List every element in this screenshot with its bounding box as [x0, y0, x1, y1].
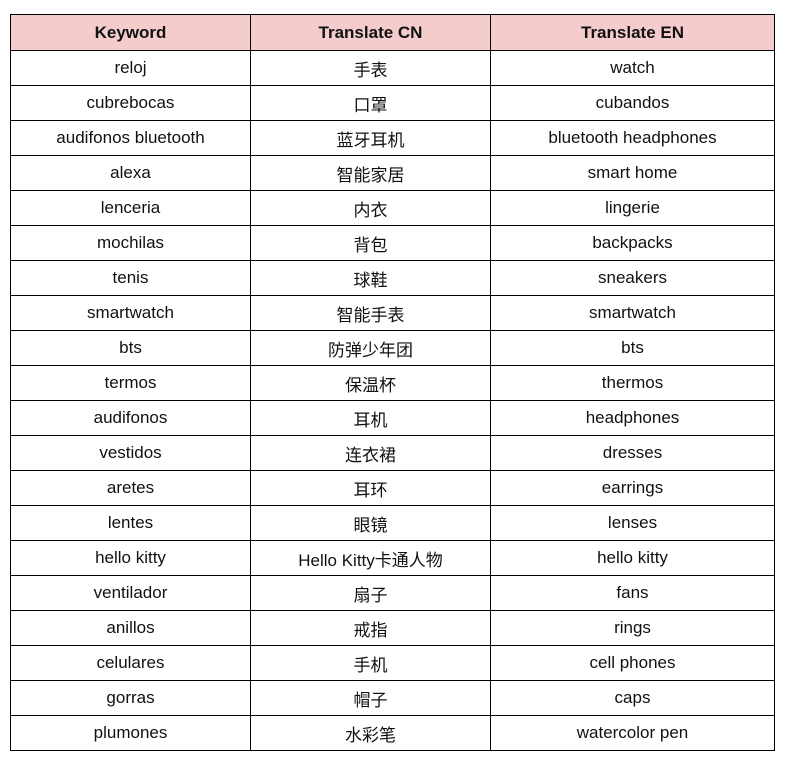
translate-en-cell: earrings — [490, 470, 775, 506]
keyword-cell: mochilas — [10, 225, 251, 261]
translate-cn-cell: 水彩笔 — [250, 715, 491, 751]
table-row: lenceria 内衣 lingerie — [10, 190, 775, 226]
keyword-translation-table: Keyword Translate CN Translate EN reloj 手… — [10, 14, 775, 751]
header-keyword: Keyword — [10, 14, 251, 51]
translate-en-cell: smartwatch — [490, 295, 775, 331]
keyword-cell: vestidos — [10, 435, 251, 471]
table-row: celulares 手机 cell phones — [10, 645, 775, 681]
translate-en-cell: backpacks — [490, 225, 775, 261]
table-row: hello kitty Hello Kitty卡通人物 hello kitty — [10, 540, 775, 576]
translate-cn-cell: 智能家居 — [250, 155, 491, 191]
table-row: aretes 耳环 earrings — [10, 470, 775, 506]
translate-en-cell: caps — [490, 680, 775, 716]
translate-cn-cell: 连衣裙 — [250, 435, 491, 471]
table-row: ventilador 扇子 fans — [10, 575, 775, 611]
table-row: mochilas 背包 backpacks — [10, 225, 775, 261]
keyword-cell: aretes — [10, 470, 251, 506]
keyword-cell: smartwatch — [10, 295, 251, 331]
translate-en-cell: lingerie — [490, 190, 775, 226]
table-row: audifonos 耳机 headphones — [10, 400, 775, 436]
translate-cn-cell: 手机 — [250, 645, 491, 681]
translate-cn-cell: 帽子 — [250, 680, 491, 716]
translate-en-cell: thermos — [490, 365, 775, 401]
translate-en-cell: cubandos — [490, 85, 775, 121]
keyword-cell: audifonos bluetooth — [10, 120, 251, 156]
translate-cn-cell: 戒指 — [250, 610, 491, 646]
keyword-cell: lenceria — [10, 190, 251, 226]
translate-cn-cell: 手表 — [250, 50, 491, 86]
keyword-cell: plumones — [10, 715, 251, 751]
translate-en-cell: watercolor pen — [490, 715, 775, 751]
keyword-cell: hello kitty — [10, 540, 251, 576]
translate-en-cell: sneakers — [490, 260, 775, 296]
translate-en-cell: hello kitty — [490, 540, 775, 576]
table-row: termos 保温杯 thermos — [10, 365, 775, 401]
table-row: gorras 帽子 caps — [10, 680, 775, 716]
translate-cn-cell: 扇子 — [250, 575, 491, 611]
translate-cn-cell: 口罩 — [250, 85, 491, 121]
translate-en-cell: headphones — [490, 400, 775, 436]
table-row: bts 防弹少年团 bts — [10, 330, 775, 366]
header-translate-cn: Translate CN — [250, 14, 491, 51]
table-row: reloj 手表 watch — [10, 50, 775, 86]
translate-cn-cell: 防弹少年团 — [250, 330, 491, 366]
translate-en-cell: rings — [490, 610, 775, 646]
translate-cn-cell: 球鞋 — [250, 260, 491, 296]
translate-en-cell: smart home — [490, 155, 775, 191]
translate-en-cell: watch — [490, 50, 775, 86]
keyword-cell: cubrebocas — [10, 85, 251, 121]
keyword-cell: lentes — [10, 505, 251, 541]
translate-en-cell: lenses — [490, 505, 775, 541]
header-translate-en: Translate EN — [490, 14, 775, 51]
keyword-cell: celulares — [10, 645, 251, 681]
keyword-cell: anillos — [10, 610, 251, 646]
translate-cn-cell: Hello Kitty卡通人物 — [250, 540, 491, 576]
translate-cn-cell: 耳机 — [250, 400, 491, 436]
table-row: vestidos 连衣裙 dresses — [10, 435, 775, 471]
table-row: tenis 球鞋 sneakers — [10, 260, 775, 296]
table-row: plumones 水彩笔 watercolor pen — [10, 715, 775, 751]
table-row: anillos 戒指 rings — [10, 610, 775, 646]
translate-cn-cell: 智能手表 — [250, 295, 491, 331]
translate-cn-cell: 保温杯 — [250, 365, 491, 401]
keyword-cell: gorras — [10, 680, 251, 716]
keyword-cell: alexa — [10, 155, 251, 191]
translate-cn-cell: 耳环 — [250, 470, 491, 506]
translate-en-cell: dresses — [490, 435, 775, 471]
table-row: audifonos bluetooth 蓝牙耳机 bluetooth headpho… — [10, 120, 775, 156]
keyword-cell: audifonos — [10, 400, 251, 436]
table-row: lentes 眼镜 lenses — [10, 505, 775, 541]
table-row: alexa 智能家居 smart home — [10, 155, 775, 191]
translate-cn-cell: 蓝牙耳机 — [250, 120, 491, 156]
keyword-cell: bts — [10, 330, 251, 366]
translate-cn-cell: 内衣 — [250, 190, 491, 226]
table-row: smartwatch 智能手表 smartwatch — [10, 295, 775, 331]
keyword-cell: ventilador — [10, 575, 251, 611]
translate-cn-cell: 背包 — [250, 225, 491, 261]
translate-cn-cell: 眼镜 — [250, 505, 491, 541]
keyword-cell: tenis — [10, 260, 251, 296]
translate-en-cell: fans — [490, 575, 775, 611]
translate-en-cell: bts — [490, 330, 775, 366]
table-row: cubrebocas 口罩 cubandos — [10, 85, 775, 121]
keyword-cell: termos — [10, 365, 251, 401]
translate-en-cell: bluetooth headphones — [490, 120, 775, 156]
translate-en-cell: cell phones — [490, 645, 775, 681]
header-row: Keyword Translate CN Translate EN — [10, 14, 775, 51]
keyword-cell: reloj — [10, 50, 251, 86]
